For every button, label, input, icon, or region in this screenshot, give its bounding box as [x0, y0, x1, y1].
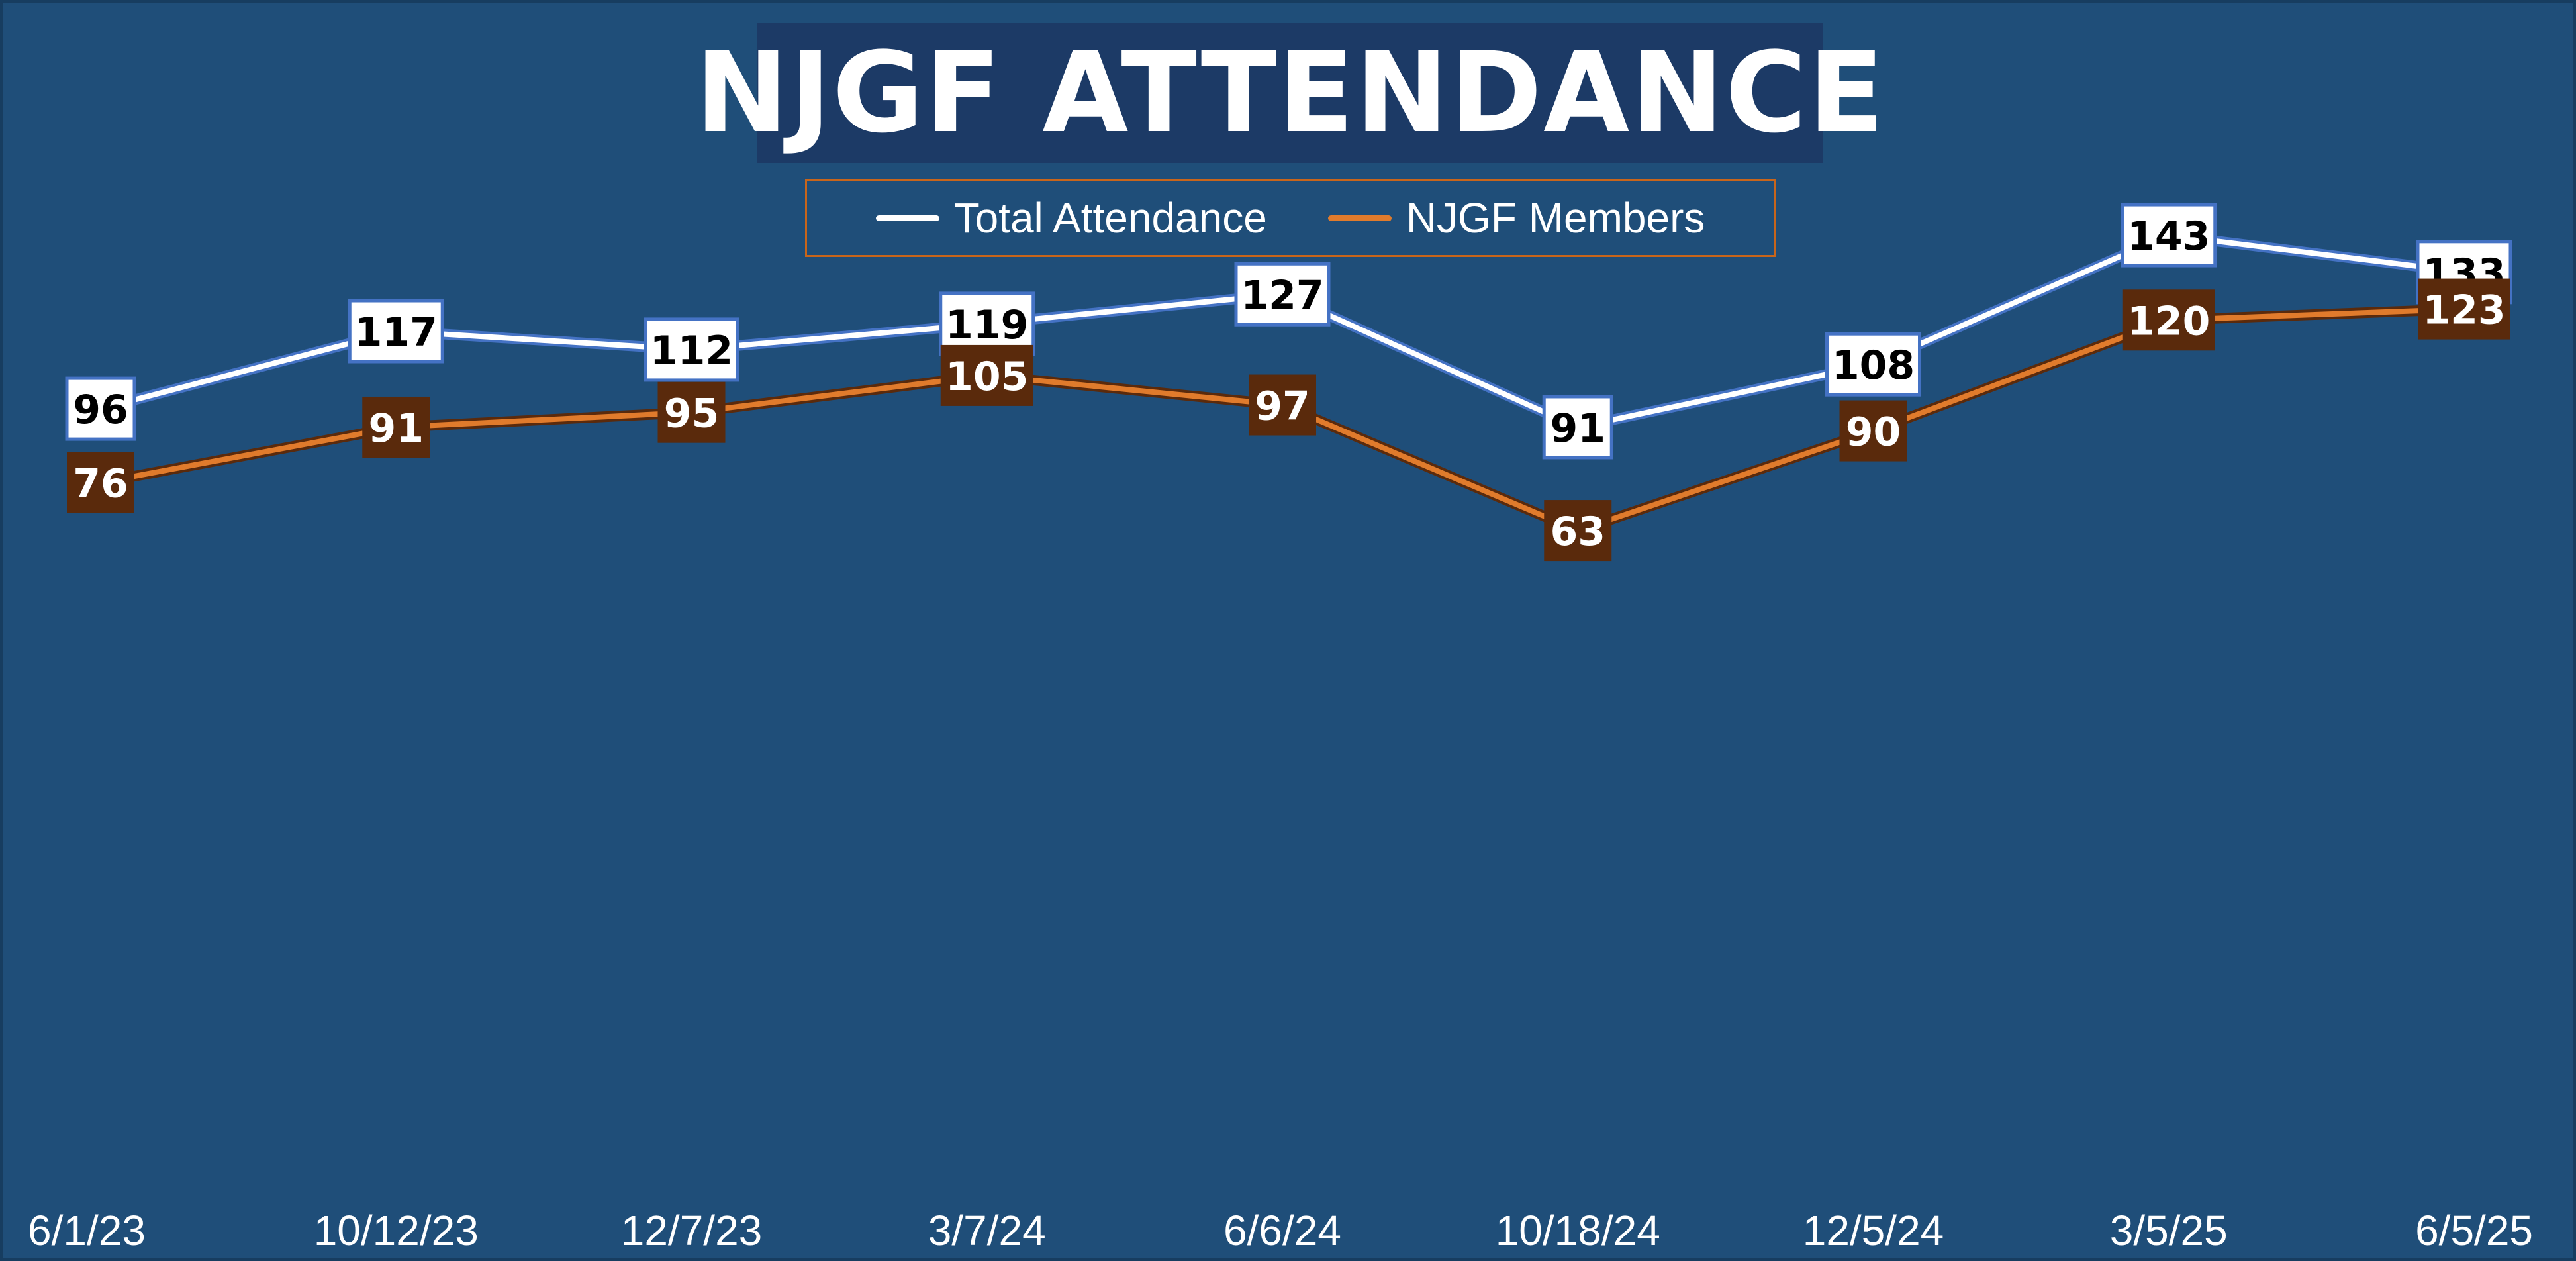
- data-label-box: [644, 317, 739, 382]
- data-label-value: 112: [650, 328, 733, 374]
- legend-swatch-njgf-members: [1327, 215, 1392, 221]
- data-label-value: 123: [2422, 287, 2505, 334]
- data-label-box: [657, 381, 726, 443]
- data-label-box: [65, 376, 136, 441]
- legend-item-njgf-members: NJGF Members: [1327, 193, 1705, 242]
- data-label-box: [67, 452, 134, 513]
- data-label-value: 63: [1550, 509, 1606, 555]
- data-label-box: [2418, 278, 2510, 340]
- data-label-box: [1249, 374, 1316, 436]
- data-label-value: 90: [1846, 409, 1901, 456]
- data-label-value: 95: [664, 391, 720, 437]
- data-label-box: [1825, 332, 1921, 397]
- data-label-total-attendance: 112: [644, 317, 739, 382]
- data-label-value: 91: [369, 405, 424, 452]
- data-label-value: 127: [1241, 272, 1323, 319]
- data-label-value: 108: [1832, 342, 1915, 389]
- data-label-box: [348, 299, 444, 364]
- data-label-box: [2121, 203, 2217, 268]
- legend-item-total-attendance: Total Attendance: [875, 193, 1267, 242]
- data-label-value: 96: [73, 387, 128, 433]
- data-label-value: 97: [1255, 383, 1310, 430]
- data-label-value: 105: [945, 354, 1028, 400]
- data-label-box: [1542, 395, 1613, 460]
- data-label-box: [1544, 500, 1612, 562]
- x-tick-label: 12/5/24: [1803, 1207, 1944, 1254]
- data-label-value: 143: [2127, 213, 2210, 260]
- data-label-njgf-members: 120: [2122, 289, 2215, 351]
- x-tick-label: 10/18/24: [1496, 1207, 1660, 1254]
- data-label-box: [940, 344, 1033, 406]
- data-label-njgf-members: 91: [362, 396, 430, 458]
- x-tick-label: 10/12/23: [314, 1207, 479, 1254]
- data-label-box: [939, 291, 1035, 356]
- data-label-total-attendance: 119: [939, 291, 1035, 356]
- data-label-njgf-members: 105: [940, 344, 1033, 406]
- data-label-box: [1839, 400, 1907, 462]
- data-label-njgf-members: 97: [1249, 374, 1316, 436]
- data-label-njgf-members: 95: [657, 381, 726, 443]
- data-label-total-attendance: 96: [65, 376, 136, 441]
- data-label-njgf-members: 90: [1839, 400, 1907, 462]
- x-tick-label: 6/1/23: [28, 1207, 146, 1254]
- data-label-box: [362, 396, 430, 458]
- data-label-total-attendance: 91: [1542, 395, 1613, 460]
- legend-swatch-total-attendance: [875, 215, 939, 221]
- data-label-value: 91: [1550, 405, 1606, 452]
- data-label-total-attendance: 108: [1825, 332, 1921, 397]
- data-label-value: 76: [73, 461, 128, 507]
- data-label-njgf-members: 76: [67, 452, 134, 513]
- legend-label-njgf-members: NJGF Members: [1406, 194, 1705, 242]
- chart-legend: Total Attendance NJGF Members: [805, 179, 1776, 257]
- data-label-njgf-members: 63: [1544, 500, 1612, 562]
- x-tick-label: 6/6/24: [1223, 1207, 1341, 1254]
- data-label-box: [1234, 262, 1331, 327]
- data-label-box: [2122, 289, 2215, 351]
- x-tick-label: 3/7/24: [928, 1207, 1046, 1254]
- data-label-total-attendance: 127: [1234, 262, 1331, 327]
- chart-title-box: NJGF ATTENDANCE: [695, 23, 1884, 163]
- data-label-value: 120: [2127, 298, 2210, 344]
- legend-label-total-attendance: Total Attendance: [953, 194, 1267, 242]
- data-label-njgf-members: 123: [2418, 278, 2510, 340]
- chart-title: NJGF ATTENDANCE: [695, 28, 1885, 158]
- data-label-total-attendance: 117: [348, 299, 444, 364]
- x-tick-label: 12/7/23: [621, 1207, 763, 1254]
- x-tick-label: 6/5/25: [2415, 1207, 2533, 1254]
- data-label-value: 117: [355, 309, 438, 356]
- data-label-value: 119: [945, 302, 1028, 348]
- data-label-total-attendance: 143: [2121, 203, 2217, 268]
- x-tick-label: 3/5/25: [2110, 1207, 2228, 1254]
